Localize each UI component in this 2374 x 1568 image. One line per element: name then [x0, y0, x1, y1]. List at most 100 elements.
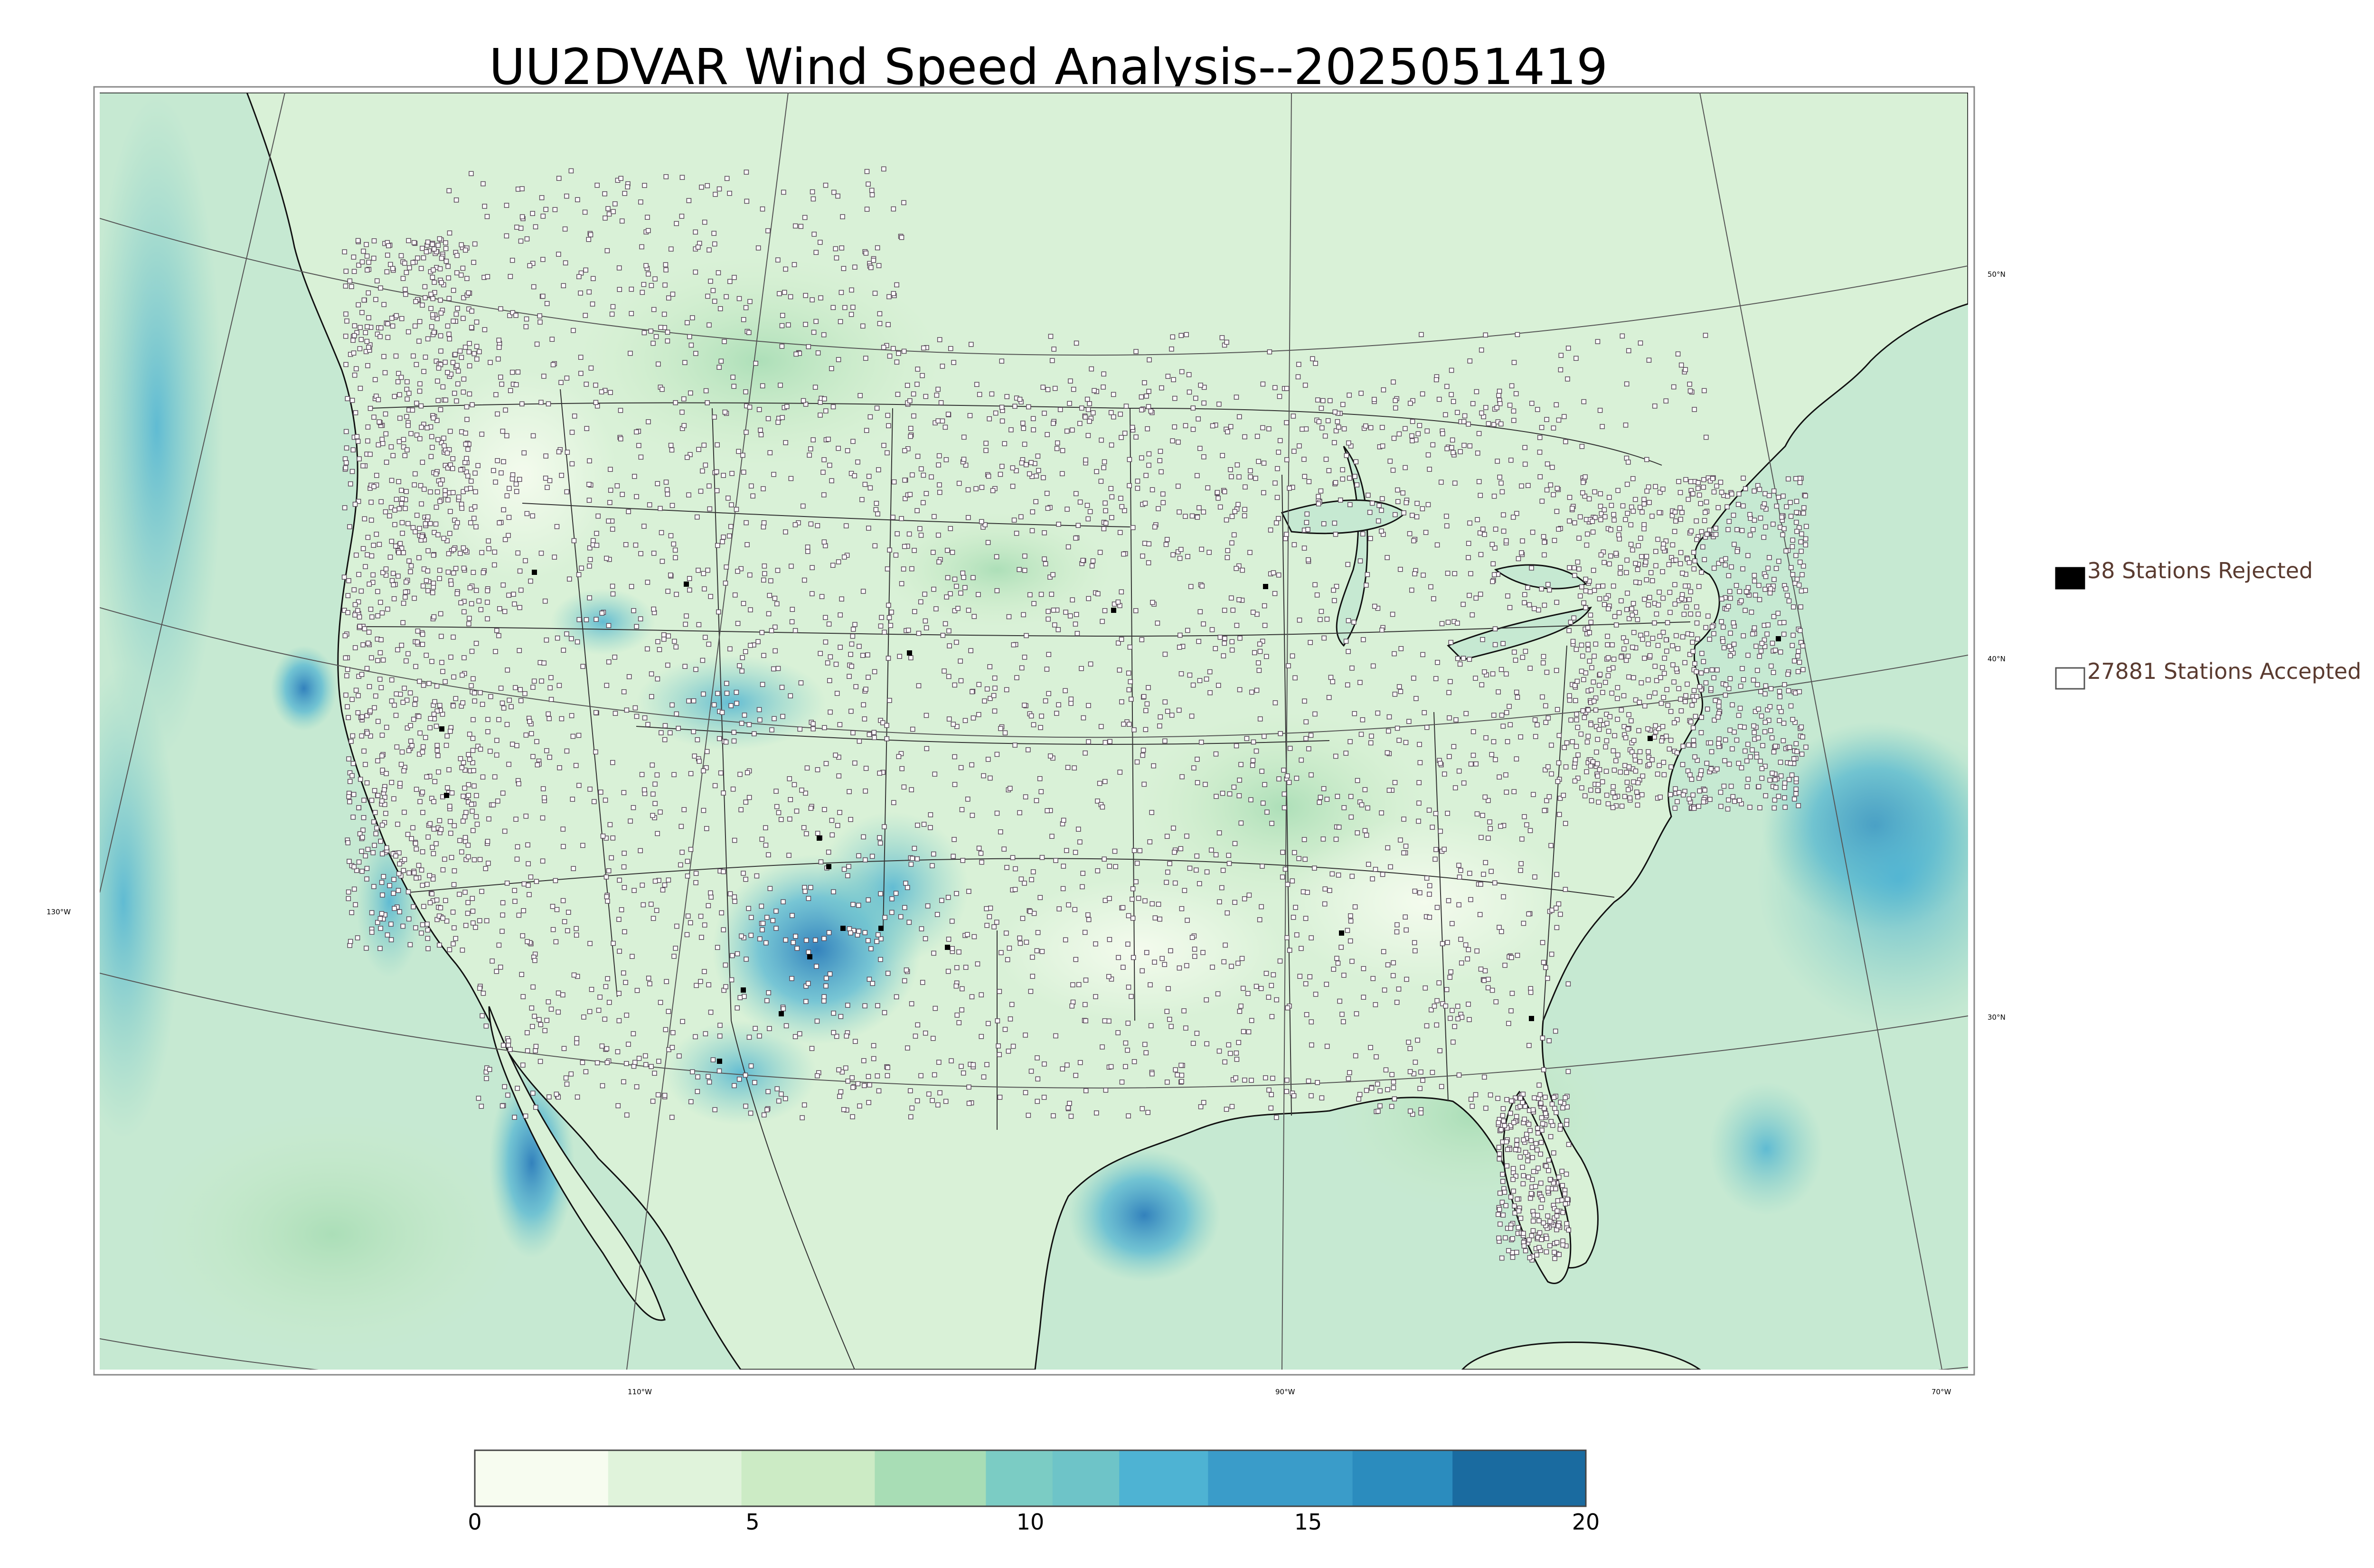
accepted-station-marker	[1539, 425, 1545, 430]
accepted-station-marker	[780, 313, 785, 318]
accepted-station-marker	[480, 1013, 485, 1019]
accepted-station-marker	[1776, 495, 1781, 500]
accepted-station-marker	[686, 198, 692, 203]
accepted-station-marker	[1140, 554, 1145, 559]
accepted-station-marker	[1420, 652, 1425, 657]
accepted-station-marker	[1434, 542, 1440, 548]
accepted-station-marker	[367, 708, 373, 714]
accepted-station-marker	[665, 329, 670, 335]
accepted-station-marker	[372, 788, 377, 793]
accepted-station-marker	[354, 330, 359, 336]
accepted-station-marker	[1465, 956, 1470, 962]
accepted-station-marker	[1691, 738, 1696, 743]
accepted-station-marker	[814, 1018, 820, 1024]
accepted-station-marker	[956, 949, 961, 955]
accepted-station-marker	[396, 888, 401, 893]
accepted-station-marker	[561, 844, 566, 849]
accepted-station-marker	[416, 338, 422, 344]
accepted-station-marker	[935, 386, 941, 392]
accepted-station-marker	[1554, 707, 1560, 712]
accepted-station-marker	[401, 768, 406, 774]
accepted-station-marker	[485, 616, 490, 621]
accepted-station-marker	[1733, 583, 1739, 588]
accepted-station-marker	[1162, 651, 1168, 657]
accepted-station-marker	[1479, 682, 1485, 687]
accepted-station-marker	[1152, 915, 1158, 920]
accepted-station-marker	[1567, 697, 1573, 703]
accepted-station-marker	[357, 614, 362, 620]
accepted-station-marker	[894, 994, 899, 1000]
accepted-station-marker	[1518, 868, 1523, 873]
accepted-station-marker	[1090, 558, 1096, 563]
accepted-station-marker	[451, 319, 456, 324]
accepted-station-marker	[598, 789, 603, 795]
accepted-station-marker	[1446, 898, 1451, 903]
accepted-station-marker	[403, 291, 408, 297]
accepted-station-marker	[1246, 892, 1252, 898]
accepted-station-marker	[468, 479, 474, 484]
accepted-station-marker	[1388, 864, 1393, 870]
accepted-station-marker	[1292, 675, 1298, 681]
accepted-station-marker	[1433, 676, 1439, 681]
accepted-station-marker	[821, 994, 827, 999]
accepted-station-marker	[451, 941, 456, 947]
accepted-station-marker	[940, 633, 946, 638]
accepted-station-marker	[1565, 1069, 1571, 1074]
accepted-station-marker	[966, 889, 971, 894]
accepted-station-marker	[1670, 643, 1675, 648]
accepted-station-marker	[539, 195, 545, 200]
accepted-station-marker	[560, 898, 566, 903]
accepted-station-marker	[1500, 1172, 1505, 1177]
accepted-station-marker	[1499, 1255, 1505, 1261]
accepted-station-marker	[1008, 427, 1014, 432]
accepted-station-marker	[429, 891, 435, 897]
accepted-station-marker	[1667, 610, 1673, 615]
accepted-station-marker	[1744, 758, 1750, 764]
accepted-station-marker	[1497, 474, 1502, 480]
accepted-station-marker	[1249, 1018, 1254, 1023]
accepted-station-marker	[721, 869, 726, 874]
accepted-station-marker	[1600, 690, 1605, 695]
accepted-station-marker	[1210, 965, 1215, 970]
accepted-station-marker	[525, 1030, 530, 1035]
accepted-station-marker	[681, 396, 687, 402]
accepted-station-marker	[1441, 846, 1447, 852]
accepted-station-marker	[703, 1031, 708, 1036]
accepted-station-marker	[849, 287, 854, 293]
accepted-station-marker	[368, 517, 374, 523]
accepted-station-marker	[428, 454, 434, 459]
accepted-station-marker	[1392, 692, 1398, 697]
accepted-station-marker	[1299, 946, 1304, 951]
accepted-station-marker	[499, 700, 505, 706]
accepted-station-marker	[624, 707, 630, 713]
accepted-station-marker	[669, 1115, 675, 1120]
accepted-station-marker	[848, 311, 854, 317]
accepted-station-marker	[702, 922, 707, 928]
accepted-station-marker	[1626, 764, 1632, 770]
accepted-station-marker	[1544, 669, 1550, 675]
accepted-station-marker	[1473, 761, 1479, 767]
accepted-station-marker	[1797, 659, 1802, 665]
accepted-station-marker	[798, 680, 804, 685]
accepted-station-marker	[1539, 1115, 1545, 1120]
accepted-station-marker	[1644, 631, 1649, 637]
accepted-station-marker	[569, 713, 575, 718]
accepted-station-marker	[616, 917, 622, 922]
accepted-station-marker	[1412, 571, 1417, 576]
accepted-station-marker	[1694, 604, 1699, 610]
accepted-station-marker	[1521, 1173, 1526, 1178]
accepted-station-marker	[1260, 864, 1265, 869]
accepted-station-marker	[1574, 717, 1579, 723]
accepted-station-marker	[1536, 607, 1541, 613]
accepted-station-marker	[462, 768, 468, 773]
accepted-station-marker	[353, 687, 359, 693]
accepted-station-marker	[1080, 884, 1085, 890]
accepted-station-marker	[568, 1071, 574, 1077]
accepted-station-marker	[923, 713, 929, 718]
accepted-station-marker	[423, 735, 428, 740]
accepted-station-marker	[614, 483, 620, 488]
accepted-station-marker	[1594, 724, 1599, 729]
accepted-station-marker	[345, 704, 350, 710]
accepted-station-marker	[452, 391, 457, 396]
accepted-station-marker	[377, 650, 383, 656]
